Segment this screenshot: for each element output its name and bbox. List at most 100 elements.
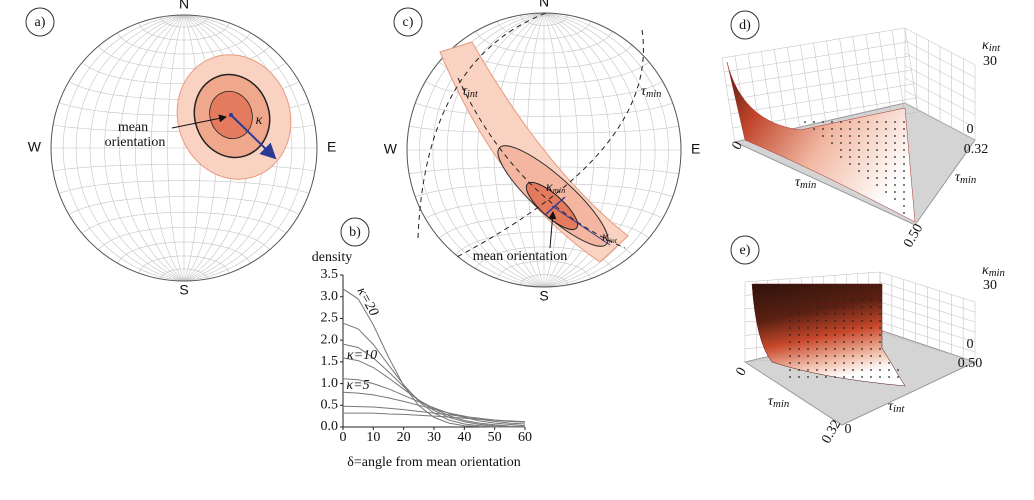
surface-dot: [807, 313, 809, 315]
surface-dot: [861, 327, 863, 329]
surface-dot: [843, 327, 845, 329]
surface-dot: [894, 170, 896, 172]
y-tick-label: 3.0: [321, 289, 339, 304]
curve-label: κ=10: [347, 348, 377, 363]
surface-dot: [903, 205, 905, 207]
surface-dot: [867, 121, 869, 123]
surface-dot: [849, 142, 851, 144]
surface-dot: [903, 156, 905, 158]
x-tick-label: 10: [366, 430, 380, 445]
surface-dot: [861, 376, 863, 378]
surface-dot: [870, 376, 872, 378]
surface-dot: [834, 355, 836, 357]
primitive-circle: [50, 14, 318, 282]
surface-dot: [879, 369, 881, 371]
y-tick-label: 1.5: [321, 354, 339, 369]
annotation: κ: [256, 113, 263, 128]
surface-dot: [903, 191, 905, 193]
surface-dot: [852, 320, 854, 322]
symbol: κ: [982, 263, 989, 278]
y-axis-title: density: [312, 250, 352, 265]
surface-dot: [867, 156, 869, 158]
surface-dot: [861, 334, 863, 336]
compass-label: N: [179, 0, 189, 12]
surface-dot: [849, 135, 851, 137]
tick-label: 0.50: [958, 356, 983, 371]
surface-dot: [885, 191, 887, 193]
subscript: int: [467, 89, 479, 100]
surface-dot: [876, 149, 878, 151]
surface-dot: [834, 313, 836, 315]
compass-label: S: [539, 288, 548, 304]
wall-grid: [879, 301, 976, 333]
panel-badge: [340, 217, 370, 247]
surface-dot: [834, 334, 836, 336]
surface-dot: [876, 163, 878, 165]
surface-dot: [879, 376, 881, 378]
wall-grid: [904, 40, 976, 78]
surface-dot: [834, 348, 836, 350]
surface-dot: [843, 369, 845, 371]
panel-badge: [730, 10, 760, 40]
surface-dot: [825, 348, 827, 350]
surface-dot: [816, 355, 818, 357]
surface-dot: [870, 320, 872, 322]
surface-dot: [879, 334, 881, 336]
surface-dot: [825, 327, 827, 329]
net-line: [75, 14, 185, 282]
density-curve: [342, 391, 526, 425]
surface-dot: [897, 369, 899, 371]
surface-dot: [825, 376, 827, 378]
curve-label: κ=20: [354, 285, 381, 319]
surface-dot: [861, 306, 863, 308]
wall-grid: [904, 65, 976, 103]
surface: [726, 61, 916, 223]
surface-dot: [861, 362, 863, 364]
surface-dot: [789, 299, 791, 301]
surface-dot: [843, 348, 845, 350]
surface-dot: [831, 135, 833, 137]
surface-dot: [834, 320, 836, 322]
surface-dot: [858, 142, 860, 144]
panel-badge: [730, 235, 760, 265]
tick-label: 0: [734, 365, 750, 379]
surface-dot: [858, 121, 860, 123]
surface-dot: [843, 299, 845, 301]
density-curve: [342, 343, 525, 428]
surface-dot: [825, 369, 827, 371]
surface-dot: [903, 142, 905, 144]
tick-label: 0.50: [901, 222, 926, 251]
surface-dot: [825, 299, 827, 301]
surface-dot: [852, 299, 854, 301]
surface-dot: [894, 142, 896, 144]
compass-label: W: [28, 139, 42, 155]
surface-dot: [798, 362, 800, 364]
wall-grid: [879, 311, 976, 343]
surface-dot: [879, 306, 881, 308]
panel-badge: [25, 7, 55, 37]
annotation: κmin: [546, 180, 565, 195]
kappa-int-axis: [551, 205, 611, 246]
surface-dot: [867, 149, 869, 151]
panel-label: b): [349, 225, 361, 240]
wall-grid: [904, 77, 976, 116]
surface-dot: [849, 156, 851, 158]
panel-label: a): [35, 15, 46, 30]
surface-dot: [816, 327, 818, 329]
surface-dot: [798, 341, 800, 343]
surface-dot: [852, 376, 854, 378]
surface-dot: [798, 334, 800, 336]
surface-dot: [840, 149, 842, 151]
surface-dot: [849, 149, 851, 151]
surface-dot: [807, 306, 809, 308]
surface-dot: [870, 299, 872, 301]
surface-dot: [852, 348, 854, 350]
surface-dot: [816, 306, 818, 308]
surface-dot: [894, 156, 896, 158]
y-tick-label: 3.5: [321, 267, 339, 282]
surface-dot: [852, 313, 854, 315]
surface-dot: [834, 376, 836, 378]
axis-title: τmin: [955, 170, 976, 186]
surface-dot: [888, 376, 890, 378]
